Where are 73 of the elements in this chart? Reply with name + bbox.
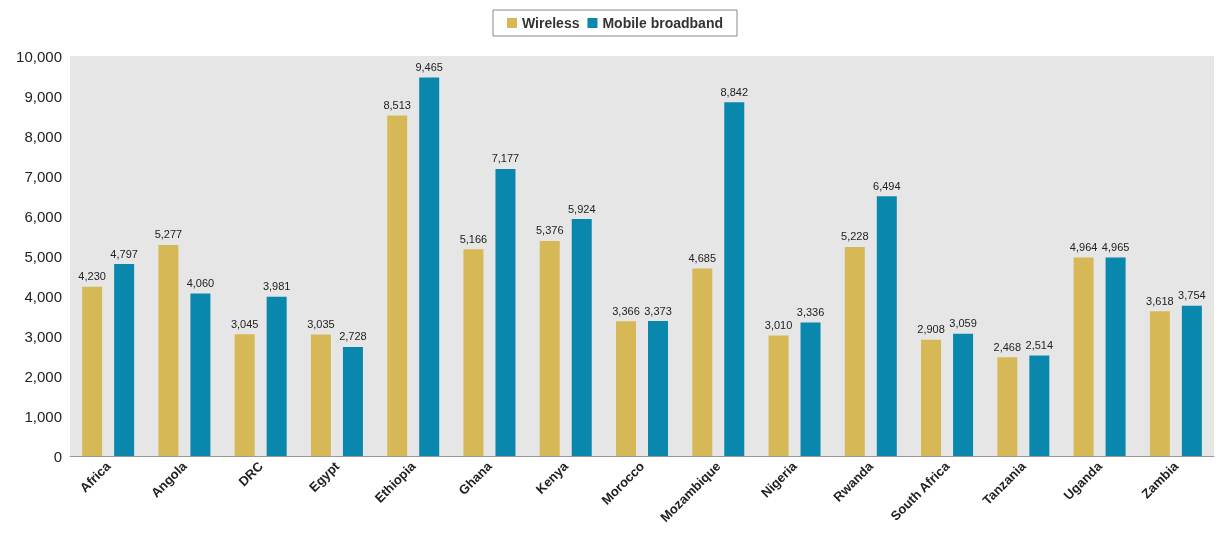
bar bbox=[1105, 257, 1126, 456]
data-label: 4,060 bbox=[186, 277, 215, 290]
bar bbox=[997, 357, 1018, 456]
data-label: 5,228 bbox=[841, 230, 869, 243]
data-label: 4,230 bbox=[78, 270, 106, 283]
data-label: 3,336 bbox=[796, 306, 825, 319]
bar bbox=[616, 321, 636, 456]
data-label: 3,373 bbox=[644, 304, 672, 317]
data-label: 2,514 bbox=[1025, 338, 1054, 351]
y-tick-label: 6,000 bbox=[24, 207, 62, 225]
bar bbox=[158, 244, 179, 456]
bar bbox=[419, 77, 440, 456]
bar bbox=[463, 249, 484, 456]
legend-label: Mobile broadband bbox=[602, 15, 724, 31]
data-label: 4,797 bbox=[110, 247, 138, 260]
bar bbox=[82, 286, 103, 456]
bar bbox=[1149, 311, 1170, 456]
data-label: 4,964 bbox=[1069, 240, 1098, 253]
data-label: 3,059 bbox=[949, 317, 977, 330]
bar bbox=[1029, 355, 1050, 456]
y-tick-label: 3,000 bbox=[24, 327, 62, 345]
data-label: 6,494 bbox=[873, 179, 901, 192]
bar bbox=[800, 322, 821, 456]
data-label: 5,376 bbox=[535, 224, 564, 237]
data-label: 2,908 bbox=[917, 323, 945, 336]
y-tick-label: 2,000 bbox=[24, 367, 62, 385]
data-label: 3,754 bbox=[1178, 289, 1206, 302]
bar bbox=[648, 321, 668, 456]
data-label: 4,965 bbox=[1101, 240, 1130, 253]
bar bbox=[768, 335, 789, 456]
bar bbox=[953, 333, 974, 456]
bar bbox=[266, 296, 287, 456]
data-label: 3,045 bbox=[230, 317, 259, 330]
bar bbox=[571, 219, 592, 456]
data-label: 5,277 bbox=[154, 228, 183, 241]
legend-label: Wireless bbox=[521, 15, 580, 31]
bar bbox=[539, 240, 560, 456]
bar bbox=[387, 115, 408, 456]
data-label: 8,842 bbox=[720, 85, 749, 98]
bar bbox=[921, 339, 942, 456]
bar bbox=[342, 346, 363, 456]
bar bbox=[724, 102, 745, 456]
data-label: 3,366 bbox=[612, 304, 640, 317]
y-tick-label: 7,000 bbox=[24, 167, 62, 185]
data-label: 9,465 bbox=[415, 60, 443, 73]
bar bbox=[234, 334, 255, 456]
bar bbox=[1073, 257, 1094, 456]
data-label: 7,177 bbox=[491, 152, 520, 165]
y-tick-label: 8,000 bbox=[24, 127, 62, 145]
data-label: 2,728 bbox=[339, 330, 367, 343]
bar bbox=[495, 168, 516, 456]
y-tick-label: 5,000 bbox=[24, 247, 62, 265]
y-tick-label: 10,000 bbox=[16, 47, 62, 65]
bar bbox=[844, 246, 865, 456]
bar bbox=[692, 268, 713, 456]
bar bbox=[310, 334, 331, 456]
data-label: 2,468 bbox=[993, 340, 1022, 353]
data-label: 5,924 bbox=[567, 202, 596, 215]
y-tick-label: 9,000 bbox=[24, 87, 62, 105]
bar bbox=[1181, 305, 1202, 456]
bar bbox=[190, 293, 211, 456]
y-tick-label: 4,000 bbox=[24, 287, 62, 305]
data-label: 4,685 bbox=[688, 252, 717, 265]
bar bbox=[114, 264, 135, 456]
data-label: 3,035 bbox=[307, 318, 335, 331]
data-label: 3,981 bbox=[262, 280, 291, 293]
y-tick-label: 0 bbox=[53, 447, 62, 465]
y-tick-label: 1,000 bbox=[24, 407, 62, 425]
data-label: 8,513 bbox=[383, 98, 411, 111]
data-label: 3,010 bbox=[764, 319, 793, 332]
data-label: 5,166 bbox=[459, 232, 488, 245]
data-label: 3,618 bbox=[1146, 294, 1174, 307]
bar bbox=[876, 196, 897, 456]
